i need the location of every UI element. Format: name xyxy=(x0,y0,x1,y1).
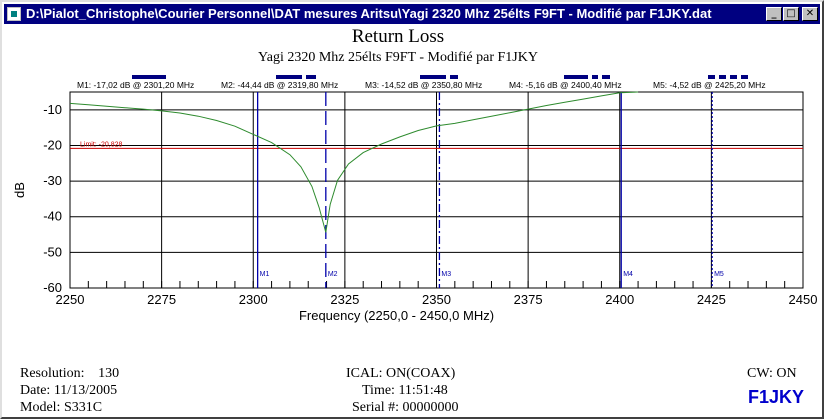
chart-subtitle: Yagi 2320 Mhz 25élts F9FT - Modifié par … xyxy=(258,50,538,65)
marker-tag-m1: M1 xyxy=(260,271,270,278)
marker-tag-m5: M5 xyxy=(714,271,724,278)
marker-style-bar-m2 xyxy=(276,75,302,79)
marker-tag-m4: M4 xyxy=(623,271,633,278)
app-icon[interactable] xyxy=(7,7,21,21)
marker-label-m2: M2: -44,44 dB @ 2319,80 MHz xyxy=(221,80,338,90)
close-button[interactable]: ✕ xyxy=(802,7,818,21)
axis-ticks: 2250 2275 2300 2325 2350 2375 2400 2425 2450 -10 -… xyxy=(43,102,817,307)
x-tick-label: 2450 xyxy=(789,292,818,307)
date-text: Date: 11/13/2005 xyxy=(20,383,118,398)
x-tick-label: 2325 xyxy=(330,292,359,307)
x-tick-label: 2425 xyxy=(697,292,726,307)
brand-callsign: F1JKY xyxy=(747,387,804,407)
maximize-button[interactable]: □ xyxy=(783,7,799,21)
marker-style-bar-m1 xyxy=(132,75,166,79)
x-tick-label: 2375 xyxy=(514,292,543,307)
limit-line-group: Limit: -20,828 xyxy=(70,141,803,149)
marker-label-m1: M1: -17,02 dB @ 2301,20 MHz xyxy=(77,80,194,90)
marker-label-group: M1: -17,02 dB @ 2301,20 MHz M2: -44,44 dB… xyxy=(77,80,766,90)
marker-style-bar-m4 xyxy=(602,75,610,79)
serial-text: Serial #: 00000000 xyxy=(352,400,459,415)
y-tick-label: -30 xyxy=(43,173,62,188)
chart-title: Return Loss xyxy=(352,26,444,47)
marker-line-group: M1 M2 M3 M4 M5 xyxy=(256,92,724,288)
resolution-value: 130 xyxy=(98,366,120,381)
marker-label-m5: M5: -4,52 dB @ 2425,20 MHz xyxy=(653,80,766,90)
close-icon: ✕ xyxy=(805,8,815,19)
marker-style-bar-m4 xyxy=(564,75,588,79)
marker-label-m3: M3: -14,52 dB @ 2350,80 MHz xyxy=(365,80,482,90)
marker-style-bar-m5 xyxy=(708,75,715,79)
marker-style-bar-m5 xyxy=(719,75,726,79)
window-title: D:\Pialot_Christophe\Courier Personnel\D… xyxy=(26,6,712,21)
marker-style-bar-m3 xyxy=(420,75,446,79)
limit-line-label: Limit: -20,828 xyxy=(80,141,123,148)
y-tick-label: -20 xyxy=(43,137,62,152)
y-tick-label: -60 xyxy=(43,280,62,295)
x-axis-label: Frequency (2250,0 - 2450,0 MHz) xyxy=(299,308,494,323)
x-tick-label: 2400 xyxy=(605,292,634,307)
marker-tag-m2: M2 xyxy=(328,271,338,278)
x-tick-label: 2250 xyxy=(56,292,85,307)
resolution-row: Resolution: 130 xyxy=(20,366,119,382)
minimize-icon: _ xyxy=(771,8,777,19)
marker-style-bar-m4 xyxy=(592,75,598,79)
y-tick-label: -10 xyxy=(43,102,62,117)
return-loss-trace xyxy=(69,91,639,233)
model-text: Model: S331C xyxy=(20,400,103,415)
marker-bar-group xyxy=(132,75,748,79)
marker-style-bar-m5 xyxy=(730,75,737,79)
marker-tag-m3: M3 xyxy=(441,271,451,278)
ical-text: ICAL: ON(COAX) xyxy=(346,366,456,381)
grid xyxy=(70,92,803,288)
marker-style-bar-m3 xyxy=(450,75,458,79)
return-loss-chart: Return Loss Yagi 2320 Mhz 25élts F9FT - … xyxy=(12,26,817,323)
y-axis-label: dB xyxy=(12,182,27,198)
cw-text: CW: ON xyxy=(747,366,797,381)
marker-style-bar-m5 xyxy=(741,75,748,79)
marker-label-m4: M4: -5,16 dB @ 2400,40 MHz xyxy=(509,80,622,90)
y-tick-label: -50 xyxy=(43,244,62,259)
x-tick-label: 2350 xyxy=(422,292,451,307)
resolution-label: Resolution: xyxy=(20,366,85,381)
marker-style-bar-m2 xyxy=(306,75,316,79)
title-bar[interactable]: D:\Pialot_Christophe\Courier Personnel\D… xyxy=(4,4,820,24)
x-tick-label: 2300 xyxy=(239,292,268,307)
x-tick-label: 2275 xyxy=(147,292,176,307)
time-text: Time: 11:51:48 xyxy=(362,383,448,398)
maximize-icon: □ xyxy=(786,8,796,19)
minimize-button[interactable]: _ xyxy=(766,7,782,21)
y-tick-label: -40 xyxy=(43,209,62,224)
